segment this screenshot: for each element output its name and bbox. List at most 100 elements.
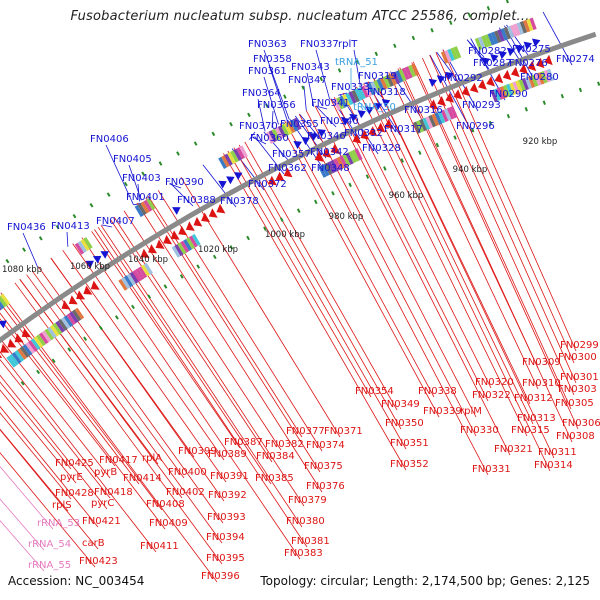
content-block [342,94,351,107]
leader-line [299,113,324,143]
gene-label: FN0381 [291,536,330,547]
gene-label: FN0390 [165,177,204,188]
forward-gene-arrow [172,207,181,215]
track-dot [147,294,152,299]
track-dot [449,20,453,25]
gene-label: FN0358 [253,54,292,65]
content-block [293,117,302,131]
leader-line [66,231,69,247]
track-dot [453,135,457,140]
leader-line [373,78,555,459]
content-block [528,75,536,88]
reverse-gene-arrow [193,216,203,227]
forward-gene-arrow [381,99,391,108]
content-block [408,64,416,78]
leader-line [137,183,140,202]
gene-label: FN0407 [96,216,135,227]
track-dot [211,131,216,137]
track-dot [418,150,422,155]
gene-label: FN0377 [286,426,325,437]
reverse-gene-arrow [368,126,378,137]
gene-label: FN0354 [355,386,394,397]
gene-label: FN0340 [320,116,359,127]
gene-label: FN0347 [288,75,327,86]
reverse-gene-arrow [502,69,512,81]
content-block [47,326,57,339]
content-block [523,19,531,33]
gene-label: FN0382 [265,439,304,450]
reverse-gene-arrow [519,63,528,75]
content-block [440,51,449,64]
gene-label: FN0411 [140,541,179,552]
content-block [345,92,354,106]
reverse-gene-arrow [68,295,78,305]
content-block [490,31,499,45]
gene-label: tRNA_50 [353,102,396,113]
reverse-gene-arrow [469,82,479,93]
content-block [389,73,397,86]
content-block [277,125,287,138]
leader-line [0,465,54,530]
gene-label: FN0395 [206,553,245,564]
track-dot [246,235,250,241]
kbp-tick-label: 960 kbp [389,191,424,201]
content-block [218,156,227,169]
forward-gene-arrow [506,47,516,57]
leader-line [0,429,99,550]
gene-label: tRNA_51 [335,57,378,68]
content-block [274,127,284,140]
gene-label: FN0311 [538,447,577,458]
gene-label: FN0351 [390,438,429,449]
reverse-gene-arrow [178,225,188,236]
forward-gene-arrow [490,54,499,63]
track-dot [542,100,546,105]
gene-label: FN0321 [494,444,533,455]
gene-label: rRNA_53 [37,518,80,529]
kbp-tick-label: 1020 kbp [198,245,238,255]
content-block [431,113,440,126]
content-block [447,48,455,62]
track-dot [488,120,493,126]
reverse-gene-arrow [445,92,455,103]
gene-label: FN0363 [248,39,287,50]
gene-label: FN0414 [123,473,162,484]
kbp-tick-label: 980 kbp [329,212,364,222]
reverse-gene-arrow [535,57,545,69]
content-block [11,352,22,364]
content-block [524,76,533,90]
gene-label: FN0315 [511,425,550,436]
reverse-gene-arrow [76,290,86,300]
content-block [401,67,410,80]
content-block [336,97,345,110]
content-block [188,235,198,248]
gene-label: FN0436 [7,222,46,233]
reverse-gene-arrow [21,328,31,338]
reverse-gene-arrow [384,118,394,129]
content-block [450,47,459,60]
content-block [327,161,336,174]
content-block [434,112,443,125]
leader-line [303,85,307,111]
content-block [28,340,38,352]
content-block [14,350,25,362]
reverse-gene-arrow [7,338,17,348]
gene-label: pyrE [60,472,83,483]
gene-label: FN0300 [558,352,597,363]
track-dot [524,107,528,112]
reverse-gene-arrow [275,171,285,182]
gene-label: FN0342 [310,147,349,158]
gene-label: FN0378 [220,196,259,207]
content-block [519,21,528,34]
content-block [446,107,455,120]
content-block [392,71,401,84]
leader-line [81,237,301,560]
gene-label: FN0287 [473,58,512,69]
leader-line [353,49,361,86]
track-dot [5,258,10,264]
kbp-tick-label: 940 kbp [453,165,488,175]
leader-line [72,243,225,461]
content-block [494,30,502,43]
content-block [230,150,239,163]
